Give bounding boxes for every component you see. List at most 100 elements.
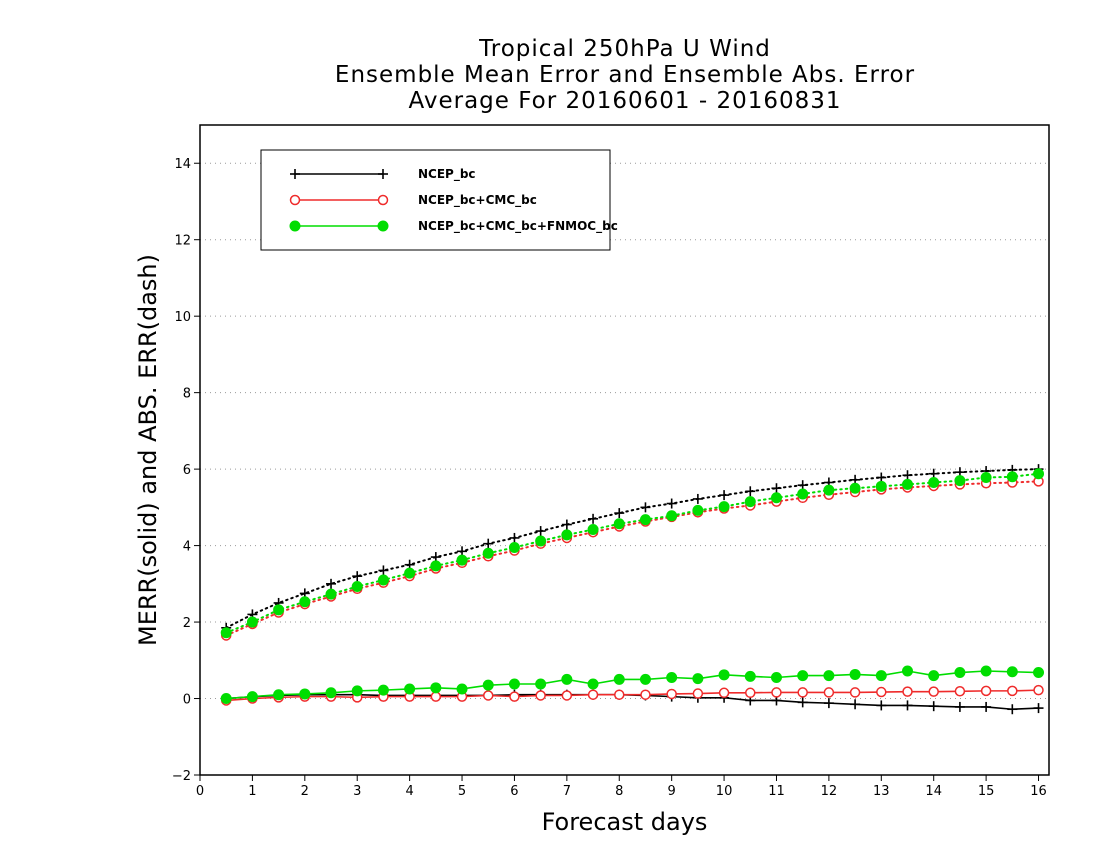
point-abs-err-ncep-bc-cmc-bc-fnmoc-bc [404, 567, 416, 579]
point-merr-ncep-bc-cmc-bc-fnmoc-bc [1006, 666, 1018, 678]
point-abs-err-ncep-bc-cmc-bc-fnmoc-bc [692, 504, 704, 516]
point-abs-err-ncep-bc-cmc-bc-fnmoc-bc [954, 475, 966, 487]
point-merr-ncep-bc-cmc-bc-fnmoc-bc [875, 670, 887, 682]
point-abs-err-ncep-bc-cmc-bc-fnmoc-bc [273, 604, 285, 616]
point-merr-ncep-bc-cmc-bc [771, 687, 782, 698]
x-tick-label: 10 [716, 784, 733, 799]
point-abs-err-ncep-bc-cmc-bc-fnmoc-bc [613, 518, 625, 530]
y-tick-label: 4 [183, 540, 191, 555]
point-merr-ncep-bc [902, 700, 913, 711]
point-merr-ncep-bc [1007, 704, 1018, 715]
point-merr-ncep-bc [823, 698, 834, 709]
x-axis-label: Forecast days [541, 808, 708, 836]
point-merr-ncep-bc-cmc-bc-fnmoc-bc [980, 665, 992, 677]
point-merr-ncep-bc-cmc-bc [482, 690, 494, 701]
point-merr-ncep-bc-cmc-bc [1033, 684, 1044, 696]
point-merr-ncep-bc [1033, 703, 1044, 714]
point-merr-ncep-bc-cmc-bc [718, 687, 730, 699]
point-merr-ncep-bc-cmc-bc-fnmoc-bc [797, 670, 809, 682]
point-abs-err-ncep-bc [614, 508, 625, 519]
point-merr-ncep-bc-cmc-bc-fnmoc-bc [639, 673, 651, 685]
point-abs-err-ncep-bc-cmc-bc-fnmoc-bc [823, 484, 835, 496]
point-merr-ncep-bc-cmc-bc-fnmoc-bc [299, 688, 311, 700]
point-abs-err-ncep-bc-cmc-bc-fnmoc-bc [325, 588, 337, 600]
point-abs-err-ncep-bc [692, 493, 703, 504]
point-merr-ncep-bc [981, 701, 992, 712]
point-merr-ncep-bc-cmc-bc [587, 689, 599, 700]
point-merr-ncep-bc [797, 697, 808, 708]
point-merr-ncep-bc-cmc-bc-fnmoc-bc [561, 673, 573, 685]
x-tick-label: 5 [458, 784, 466, 799]
chart-subtitle-line-1: Ensemble Mean Error and Ensemble Abs. Er… [334, 62, 916, 88]
y-tick-label: 8 [183, 387, 191, 402]
point-abs-err-ncep-bc-cmc-bc-fnmoc-bc [377, 574, 389, 586]
point-abs-err-ncep-bc [378, 565, 389, 576]
point-merr-ncep-bc-cmc-bc-fnmoc-bc [902, 665, 913, 677]
point-merr-ncep-bc-cmc-bc [928, 686, 939, 697]
x-tick-label: 6 [510, 784, 518, 799]
point-abs-err-ncep-bc [509, 532, 520, 543]
x-tick-label: 7 [563, 784, 571, 799]
point-abs-err-ncep-bc-cmc-bc-fnmoc-bc [1033, 468, 1045, 480]
x-tick-label: 8 [615, 784, 623, 799]
point-merr-ncep-bc-cmc-bc [666, 688, 677, 700]
point-abs-err-ncep-bc-cmc-bc-fnmoc-bc [744, 496, 756, 508]
point-merr-ncep-bc-cmc-bc-fnmoc-bc [351, 685, 363, 697]
point-abs-err-ncep-bc-cmc-bc-fnmoc-bc [666, 510, 678, 522]
point-abs-err-ncep-bc-cmc-bc-fnmoc-bc [561, 529, 573, 541]
point-abs-err-ncep-bc-cmc-bc-fnmoc-bc [770, 492, 782, 504]
point-abs-err-ncep-bc-cmc-bc-fnmoc-bc [849, 482, 861, 494]
point-merr-ncep-bc-cmc-bc [849, 687, 861, 698]
point-merr-ncep-bc-cmc-bc [1007, 685, 1018, 697]
legend-label-ncep-bc: NCEP_bc [418, 167, 476, 182]
point-merr-ncep-bc-cmc-bc-fnmoc-bc [613, 673, 625, 685]
y-axis-label: MERR(solid) and ABS. ERR(dash) [134, 254, 162, 646]
series-abs-err-line-ncep-bc-cmc-bc-fnmoc-bc [225, 472, 1040, 634]
point-merr-ncep-bc-cmc-bc-fnmoc-bc [849, 668, 861, 680]
point-merr-ncep-bc-cmc-bc [823, 687, 835, 698]
point-merr-ncep-bc-cmc-bc [876, 686, 887, 698]
series-abs-err-line-ncep-bc [225, 468, 1040, 629]
legend-label-ncep-bc-cmc-bc-fnmoc-bc: NCEP_bc+CMC_bc+FNMOC_bc [418, 219, 618, 234]
point-abs-err-ncep-bc-cmc-bc-fnmoc-bc [587, 524, 599, 536]
legend-marker-ncep-bc-cmc-bc-fnmoc-bc [377, 220, 389, 232]
point-abs-err-ncep-bc-cmc-bc-fnmoc-bc [535, 535, 547, 547]
point-merr-ncep-bc-cmc-bc-fnmoc-bc [404, 683, 416, 695]
point-merr-ncep-bc-cmc-bc [902, 686, 913, 697]
point-merr-ncep-bc-cmc-bc-fnmoc-bc [456, 683, 468, 695]
point-abs-err-ncep-bc [535, 526, 546, 537]
series-layer [220, 464, 1045, 715]
point-merr-ncep-bc-cmc-bc-fnmoc-bc [273, 689, 285, 701]
x-tick-label: 12 [821, 784, 838, 799]
point-merr-ncep-bc-cmc-bc [640, 689, 651, 700]
point-abs-err-ncep-bc [483, 538, 494, 549]
x-tick-label: 2 [301, 784, 309, 799]
x-tick-label: 11 [768, 784, 785, 799]
point-abs-err-ncep-bc-cmc-bc-fnmoc-bc [299, 596, 311, 608]
point-abs-err-ncep-bc [588, 513, 599, 524]
point-merr-ncep-bc-cmc-bc-fnmoc-bc [744, 670, 756, 682]
grid-lines [200, 162, 1049, 776]
point-abs-err-ncep-bc-cmc-bc-fnmoc-bc [482, 547, 494, 559]
point-abs-err-ncep-bc-cmc-bc-fnmoc-bc [797, 488, 809, 500]
point-merr-ncep-bc-cmc-bc [797, 687, 808, 698]
point-merr-ncep-bc-cmc-bc-fnmoc-bc [718, 669, 730, 681]
point-merr-ncep-bc-cmc-bc-fnmoc-bc [928, 670, 940, 682]
point-merr-ncep-bc [928, 701, 939, 712]
legend-marker-ncep-bc-cmc-bc [377, 194, 389, 206]
point-merr-ncep-bc-cmc-bc-fnmoc-bc [587, 678, 599, 690]
x-tick-label: 9 [668, 784, 676, 799]
x-tick-label: 16 [1030, 784, 1047, 799]
y-tick-label: −2 [172, 769, 191, 784]
x-tick-label: 13 [873, 784, 890, 799]
point-abs-err-ncep-bc-cmc-bc-fnmoc-bc [246, 616, 258, 628]
y-tick-label: 14 [174, 157, 191, 172]
point-merr-ncep-bc-cmc-bc-fnmoc-bc [377, 684, 389, 696]
point-merr-ncep-bc-cmc-bc-fnmoc-bc [482, 679, 494, 691]
point-abs-err-ncep-bc-cmc-bc-fnmoc-bc [220, 627, 232, 639]
point-abs-err-ncep-bc [561, 519, 572, 530]
series-abs-err-line-ncep-bc-cmc-bc [225, 480, 1040, 637]
point-abs-err-ncep-bc-cmc-bc-fnmoc-bc [456, 554, 468, 566]
point-abs-err-ncep-bc-cmc-bc-fnmoc-bc [875, 480, 887, 492]
